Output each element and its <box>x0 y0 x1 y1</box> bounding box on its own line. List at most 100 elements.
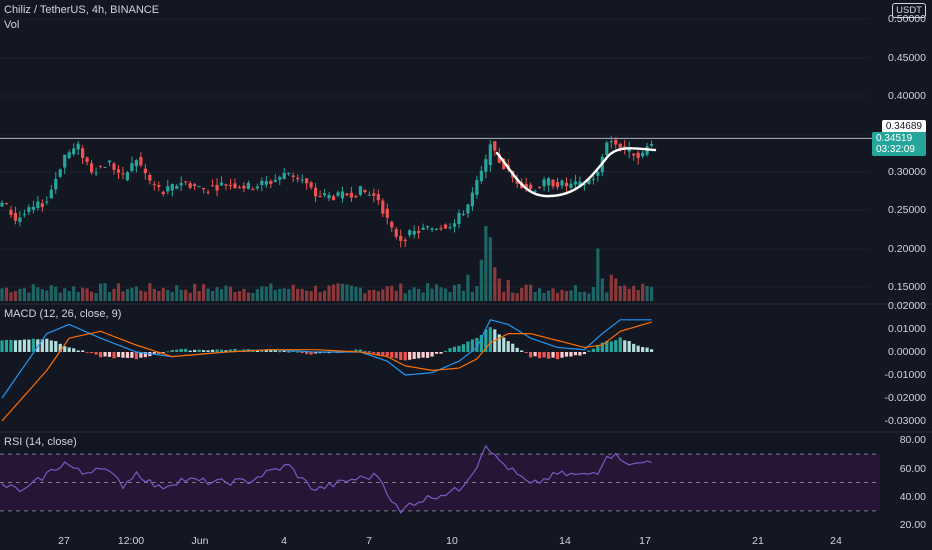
macd-histogram-bar <box>63 346 67 352</box>
rsi-tick: 40.00 <box>899 491 926 503</box>
last-close-price-tag: 0.34689 <box>881 120 926 133</box>
macd-histogram-bar <box>434 352 439 354</box>
candle-body <box>327 195 331 199</box>
macd-histogram-bar <box>31 338 35 352</box>
candle-body <box>22 214 26 216</box>
volume-bar <box>193 283 197 301</box>
candle-body <box>618 143 622 149</box>
volume-bar <box>636 289 640 301</box>
volume-bar <box>72 286 76 301</box>
macd-histogram-bar <box>479 334 483 352</box>
macd-histogram-bar <box>596 344 600 352</box>
macd-histogram-bar <box>152 352 156 354</box>
volume-bar <box>430 288 434 301</box>
price-tick: 0.15000 <box>888 281 926 293</box>
macd-histogram-bar <box>506 341 510 352</box>
candle-body <box>426 226 430 228</box>
candle-body <box>448 227 452 229</box>
candle-body <box>641 152 645 157</box>
macd-histogram-bar <box>282 350 286 352</box>
volume-bar <box>134 286 138 301</box>
volume-bar <box>573 285 578 301</box>
volume-bar <box>45 290 49 301</box>
candle-body <box>255 186 259 189</box>
time-tick: 21 <box>752 535 764 547</box>
macd-histogram-bar <box>193 349 197 352</box>
volume-bar <box>488 237 492 301</box>
candle-body <box>264 181 268 185</box>
volume-bar <box>520 287 524 301</box>
volume-bar <box>349 285 354 301</box>
volume-bar <box>623 285 627 301</box>
macd-histogram-bar <box>90 352 94 354</box>
volume-bar <box>542 292 546 301</box>
volume-bar <box>273 290 277 301</box>
volume-bar <box>228 286 233 301</box>
candle-body <box>412 231 416 235</box>
volume-bar <box>76 291 80 301</box>
macd-histogram-bar <box>632 343 636 352</box>
candle-body <box>188 183 192 188</box>
volume-bar <box>202 284 206 301</box>
macd-histogram-bar <box>515 347 519 352</box>
macd-histogram-bar <box>399 352 403 360</box>
candle-body <box>390 221 394 228</box>
macd-histogram-bar <box>524 352 528 354</box>
macd-histogram-bar <box>287 351 291 353</box>
candle-body <box>354 196 358 198</box>
macd-histogram-bar <box>22 339 26 352</box>
macd-histogram-bar <box>533 352 537 357</box>
macd-tick: 0.01000 <box>888 323 926 335</box>
candle-body <box>161 191 165 195</box>
candle-body <box>215 184 219 191</box>
macd-histogram-bar <box>452 346 457 352</box>
time-tick: 17 <box>639 535 651 547</box>
candle-body <box>403 239 407 242</box>
candle-body <box>139 157 143 166</box>
time-tick: 27 <box>58 535 70 547</box>
macd-histogram-bar <box>358 349 362 352</box>
candle-body <box>546 178 551 186</box>
volume-bar <box>569 290 573 301</box>
volume-bar <box>264 286 268 301</box>
macd-histogram-bar <box>98 352 103 358</box>
volume-bar <box>618 286 622 301</box>
volume-bar <box>85 288 89 301</box>
candle-body <box>336 192 340 196</box>
macd-histogram-bar <box>403 352 407 361</box>
volume-bar <box>179 289 183 301</box>
volume-bar <box>412 287 416 301</box>
candle-body <box>27 207 31 212</box>
macd-tick: -0.03000 <box>884 415 926 427</box>
macd-histogram-bar <box>546 352 551 359</box>
candle-body <box>237 187 242 189</box>
candle-body <box>228 185 233 187</box>
volume-bar <box>426 283 430 301</box>
volume-bar <box>31 284 35 301</box>
macd-histogram-bar <box>45 338 49 352</box>
candle-body <box>309 182 313 188</box>
macd-histogram-bar <box>430 352 434 357</box>
macd-histogram-bar <box>560 352 564 358</box>
macd-histogram-bar <box>609 341 613 352</box>
macd-histogram-bar <box>573 352 578 356</box>
macd-histogram-bar <box>197 349 201 352</box>
macd-histogram-bar <box>273 349 277 352</box>
candle-body <box>385 208 389 218</box>
candle-body <box>251 189 255 191</box>
volume-bar <box>278 288 282 301</box>
bar-countdown: 03:32:09 <box>876 144 915 155</box>
volume-bar <box>157 291 161 301</box>
volume-bar <box>372 289 376 301</box>
currency-unit-badge[interactable]: USDT <box>892 3 926 18</box>
volume-bar <box>300 288 304 301</box>
volume-bar <box>417 288 421 301</box>
candle-body <box>58 169 62 177</box>
macd-histogram-bar <box>623 340 627 352</box>
candle-body <box>18 217 22 222</box>
macd-histogram-bar <box>542 352 546 358</box>
macd-histogram-bar <box>484 329 488 352</box>
macd-histogram-bar <box>210 349 215 352</box>
volume-bar <box>318 292 322 301</box>
